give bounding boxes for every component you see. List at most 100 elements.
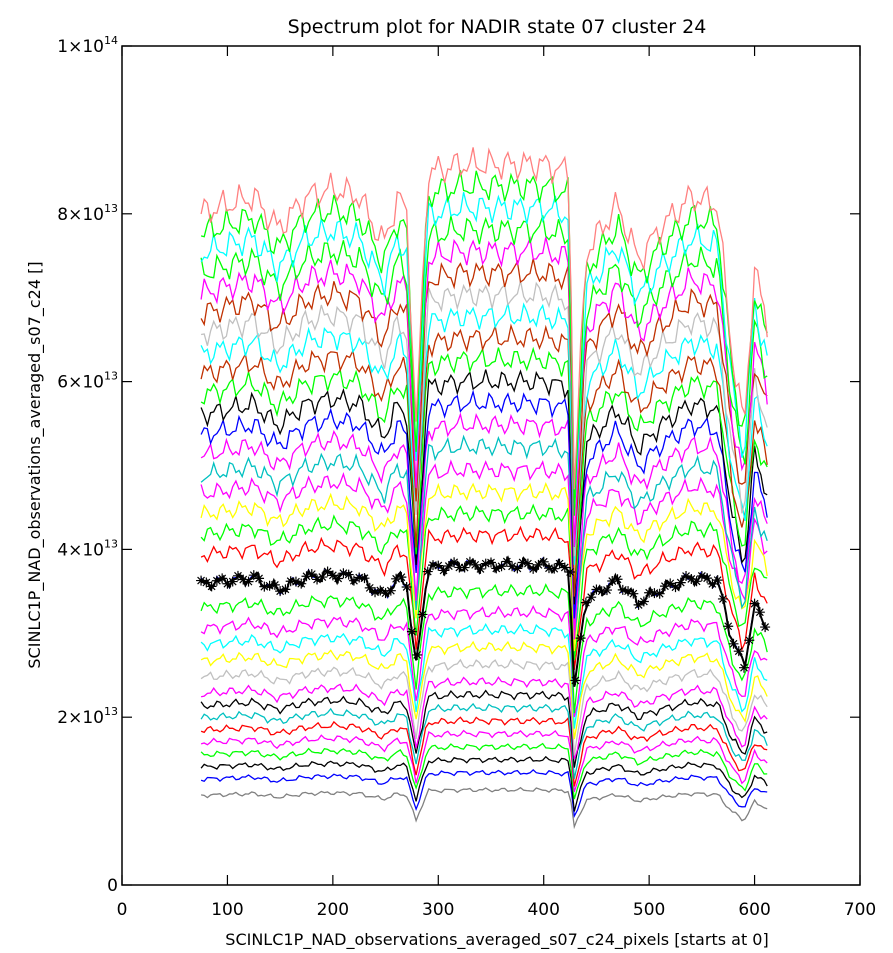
asterisk-marker — [644, 587, 655, 598]
asterisk-marker — [333, 573, 344, 584]
asterisk-marker — [475, 563, 486, 574]
asterisk-marker — [211, 575, 222, 586]
asterisk-marker — [396, 572, 407, 583]
asterisk-marker — [380, 588, 391, 599]
asterisk-marker — [296, 578, 307, 589]
asterisk-marker — [343, 569, 354, 580]
spectrum-series — [200, 280, 768, 557]
x-tick-label: 0 — [117, 900, 128, 920]
spectrum-series — [200, 769, 768, 819]
spectrum-series — [200, 302, 768, 565]
asterisk-marker — [312, 574, 323, 585]
asterisk-marker — [739, 662, 750, 673]
asterisk-marker — [280, 584, 291, 595]
asterisk-marker — [480, 558, 491, 569]
asterisk-marker — [227, 576, 238, 587]
spectrum-series — [200, 525, 768, 670]
asterisk-marker — [306, 569, 317, 580]
asterisk-marker — [723, 621, 734, 632]
y-tick-label: 0 — [107, 876, 118, 896]
spectrum-series — [200, 459, 768, 629]
x-tick-label: 300 — [422, 900, 454, 920]
series-layer — [196, 147, 771, 830]
y-tick-label: 2×1013 — [57, 705, 118, 728]
asterisk-marker — [633, 599, 644, 610]
asterisk-marker — [681, 571, 692, 582]
x-tick-label: 200 — [317, 900, 349, 920]
asterisk-marker — [370, 587, 381, 598]
asterisk-marker — [696, 570, 707, 581]
asterisk-marker — [232, 570, 243, 581]
asterisk-marker — [417, 609, 428, 620]
asterisk-marker — [269, 579, 280, 590]
asterisk-marker — [322, 566, 333, 577]
asterisk-marker — [401, 581, 412, 592]
asterisk-marker — [665, 578, 676, 589]
asterisk-marker — [385, 585, 396, 596]
asterisk-marker — [580, 597, 591, 608]
asterisk-marker — [238, 574, 249, 585]
asterisk-marker — [285, 576, 296, 587]
spectrum-series — [200, 605, 768, 718]
asterisk-marker — [612, 574, 623, 585]
spectrum-series — [200, 755, 768, 812]
spectrum-series — [200, 640, 768, 740]
spectrum-series — [200, 170, 768, 510]
asterisk-marker — [196, 575, 207, 586]
asterisk-marker — [760, 622, 771, 633]
y-tick-label: 6×1013 — [57, 370, 118, 393]
asterisk-marker — [659, 581, 670, 592]
asterisk-marker — [443, 561, 454, 572]
asterisk-marker — [649, 588, 660, 599]
x-tick-label: 400 — [527, 900, 559, 920]
spectrum-series — [200, 389, 768, 619]
asterisk-marker — [670, 582, 681, 593]
asterisk-marker — [623, 586, 634, 597]
asterisk-marker — [428, 560, 439, 571]
y-tick-label: 8×1013 — [57, 202, 118, 225]
asterisk-marker — [406, 626, 417, 637]
asterisk-marker — [486, 557, 496, 568]
asterisk-marker — [601, 585, 612, 596]
asterisk-marker — [464, 556, 475, 567]
asterisk-marker — [275, 586, 286, 597]
asterisk-marker — [317, 572, 328, 583]
asterisk-marker — [717, 593, 728, 604]
highlighted-series-markers — [196, 556, 771, 686]
asterisk-marker — [522, 558, 533, 569]
asterisk-marker — [264, 580, 275, 591]
asterisk-marker — [543, 563, 554, 574]
asterisk-marker — [507, 561, 518, 572]
asterisk-marker — [259, 581, 270, 592]
spectrum-series — [200, 689, 768, 768]
asterisk-marker — [364, 582, 375, 593]
spectrum-series — [200, 503, 768, 661]
spectrum-series — [200, 658, 768, 756]
y-tick-label: 4×1013 — [57, 537, 118, 560]
asterisk-marker — [348, 575, 359, 586]
spectrum-series — [200, 481, 768, 652]
spectrum-series — [200, 192, 768, 506]
asterisk-marker — [217, 573, 228, 584]
asterisk-marker — [638, 596, 649, 607]
asterisk-marker — [744, 635, 755, 646]
asterisk-marker — [675, 577, 686, 588]
asterisk-marker — [248, 570, 259, 581]
asterisk-marker — [554, 558, 565, 569]
asterisk-marker — [491, 563, 502, 574]
asterisk-marker — [470, 559, 481, 570]
asterisk-marker — [686, 573, 697, 584]
asterisk-marker — [586, 592, 597, 603]
asterisk-marker — [733, 646, 744, 657]
asterisk-marker — [517, 557, 528, 568]
asterisk-marker — [512, 563, 523, 574]
spectrum-series — [200, 215, 768, 516]
asterisk-marker — [728, 638, 739, 649]
asterisk-marker — [712, 575, 723, 586]
spectrum-series — [200, 742, 768, 800]
asterisk-marker — [570, 675, 581, 686]
asterisk-marker — [375, 585, 386, 596]
asterisk-marker — [707, 578, 718, 589]
spectrum-series — [200, 236, 768, 547]
